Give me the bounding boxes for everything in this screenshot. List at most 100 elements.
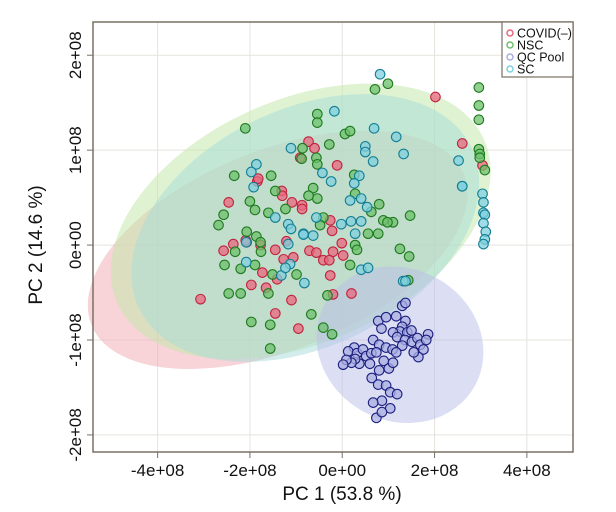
data-point xyxy=(311,193,323,204)
data-point xyxy=(335,218,347,230)
data-point xyxy=(479,209,491,221)
data-point xyxy=(345,215,357,227)
y-tick-label: 2e+08 xyxy=(66,31,85,79)
data-point xyxy=(408,346,420,358)
y-tick-label: 0e+00 xyxy=(66,221,85,269)
data-points xyxy=(195,68,492,424)
data-point xyxy=(346,288,357,299)
data-point xyxy=(305,309,317,320)
data-point xyxy=(376,406,388,418)
data-point xyxy=(255,236,266,248)
data-point xyxy=(255,246,267,258)
data-point xyxy=(229,246,241,258)
data-point xyxy=(351,244,363,256)
data-point xyxy=(213,219,224,231)
plot-frame xyxy=(92,21,574,453)
y-axis-title: PC 2 (14.6 %) xyxy=(26,185,47,304)
data-point xyxy=(373,198,385,210)
data-point xyxy=(323,254,335,266)
data-point xyxy=(282,238,294,250)
data-point xyxy=(390,310,402,322)
data-point xyxy=(291,269,302,280)
data-point xyxy=(353,170,365,182)
legend-marker xyxy=(506,29,514,37)
data-point xyxy=(307,182,319,194)
data-point xyxy=(263,288,274,299)
data-point xyxy=(296,153,307,165)
data-point xyxy=(249,204,261,216)
legend-marker xyxy=(506,65,514,73)
data-point xyxy=(296,203,308,215)
data-point xyxy=(344,195,356,206)
data-point xyxy=(303,190,314,202)
data-point xyxy=(374,68,386,80)
data-point xyxy=(473,100,485,111)
data-point xyxy=(342,346,354,357)
data-point xyxy=(326,225,338,237)
data-point xyxy=(473,114,485,126)
data-point xyxy=(269,212,281,223)
data-point xyxy=(245,166,257,178)
data-point xyxy=(478,197,489,208)
x-tick-label: 2e+08 xyxy=(411,461,459,480)
data-point xyxy=(280,203,291,215)
data-point xyxy=(336,237,348,249)
data-point xyxy=(355,215,367,227)
data-point xyxy=(390,346,402,358)
data-point xyxy=(248,181,259,193)
data-point xyxy=(267,269,278,280)
data-point xyxy=(348,178,360,189)
data-point xyxy=(264,319,276,331)
x-tick-label: 0e+00 xyxy=(318,461,366,480)
data-point xyxy=(322,290,333,301)
data-point xyxy=(298,229,309,240)
data-point xyxy=(307,230,319,241)
data-point xyxy=(344,125,356,137)
data-point xyxy=(331,159,343,171)
y-tick-label: 1e+08 xyxy=(66,126,85,174)
data-point xyxy=(245,316,257,328)
data-point xyxy=(367,397,379,408)
data-point xyxy=(398,148,409,160)
y-tick-label: -1e+08 xyxy=(66,313,85,366)
data-point xyxy=(372,228,384,240)
series-sc xyxy=(240,68,492,289)
data-point xyxy=(367,156,379,167)
data-point xyxy=(364,358,376,370)
x-tick-label: 4e+08 xyxy=(503,461,551,480)
data-point xyxy=(269,308,281,319)
data-point xyxy=(382,216,393,228)
data-point xyxy=(418,344,429,355)
legend-marker xyxy=(506,53,514,61)
data-point xyxy=(324,270,336,281)
data-point xyxy=(368,122,380,134)
data-point xyxy=(349,228,361,240)
data-point xyxy=(391,388,403,400)
data-point xyxy=(235,288,247,299)
data-point xyxy=(361,201,373,213)
data-point xyxy=(479,164,491,176)
data-point xyxy=(362,262,374,274)
data-point xyxy=(228,170,240,182)
data-point xyxy=(293,323,304,334)
data-point xyxy=(369,84,381,95)
data-point xyxy=(223,197,235,208)
data-point xyxy=(309,142,320,154)
data-point xyxy=(400,275,411,287)
legend-label: SC xyxy=(517,63,534,77)
data-point xyxy=(456,180,468,192)
data-point xyxy=(380,311,392,323)
data-point xyxy=(240,256,252,268)
x-axis: -4e+08 -2e+08 0e+00 2e+08 4e+08 xyxy=(131,452,551,480)
data-point xyxy=(390,131,402,143)
legend-label: COVID(–) xyxy=(517,27,572,41)
data-point xyxy=(366,372,378,384)
data-point xyxy=(473,82,485,93)
data-point xyxy=(406,325,417,336)
data-point xyxy=(326,328,338,340)
data-point xyxy=(244,196,256,207)
legend-label: QC Pool xyxy=(517,51,564,65)
data-point xyxy=(355,193,367,204)
data-point xyxy=(317,167,328,179)
